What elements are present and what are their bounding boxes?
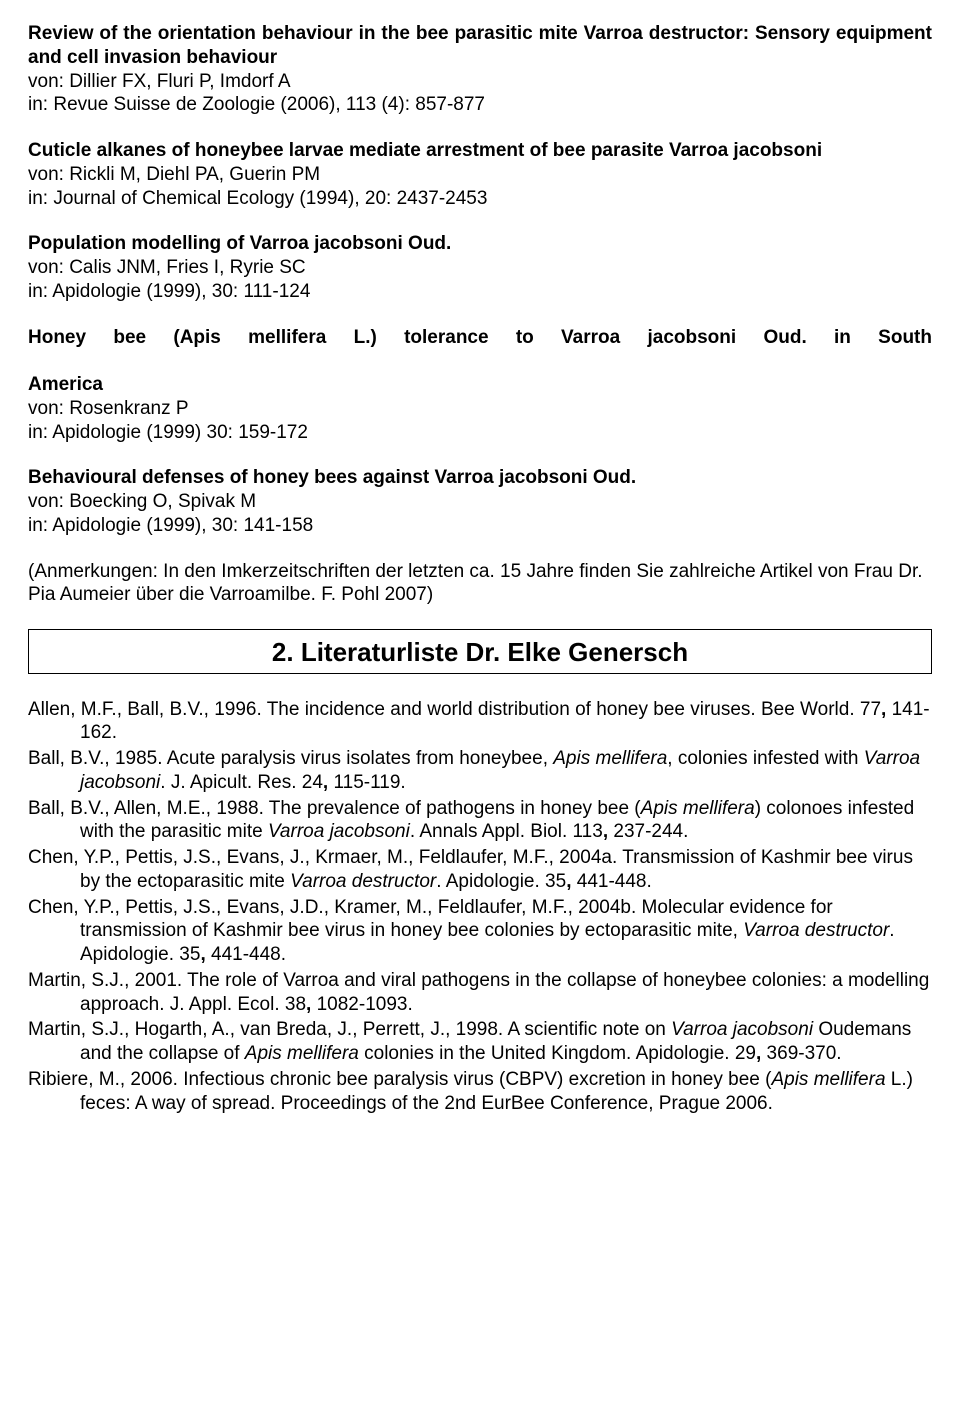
reference-italic: Varroa jacobsoni	[268, 821, 410, 842]
reference-item: Allen, M.F., Ball, B.V., 1996. The incid…	[28, 698, 932, 746]
reference-text: 369-370.	[761, 1043, 841, 1064]
entry-authors: von: Rickli M, Diehl PA, Guerin PM	[28, 163, 932, 187]
reference-text: 441-448.	[571, 871, 651, 892]
reference-item: Ribiere, M., 2006. Infectious chronic be…	[28, 1068, 932, 1116]
entry-source: in: Revue Suisse de Zoologie (2006), 113…	[28, 93, 932, 117]
bibliography-entry: Review of the orientation behaviour in t…	[28, 22, 932, 117]
references-list: Allen, M.F., Ball, B.V., 1996. The incid…	[28, 698, 932, 1116]
reference-italic: Varroa destructor	[290, 871, 436, 892]
entry-title: Cuticle alkanes of honeybee larvae media…	[28, 139, 932, 163]
reference-text: 441-448.	[206, 944, 286, 965]
reference-text: Allen, M.F., Ball, B.V., 1996. The incid…	[28, 699, 881, 720]
entry-title-continued: America	[28, 373, 932, 397]
reference-text: colonies in the United Kingdom. Apidolog…	[359, 1043, 756, 1064]
reference-italic: Varroa destructor	[743, 920, 889, 941]
reference-text: . Annals Appl. Biol. 113	[410, 821, 603, 842]
reference-text: Ball, B.V., Allen, M.E., 1988. The preva…	[28, 798, 641, 819]
section-heading: 2. Literaturliste Dr. Elke Genersch	[39, 636, 921, 669]
reference-italic: Apis mellifera	[771, 1069, 885, 1090]
entry-source: in: Apidologie (1999), 30: 111-124	[28, 280, 932, 304]
entry-title: Review of the orientation behaviour in t…	[28, 22, 932, 70]
reference-item: Martin, S.J., Hogarth, A., van Breda, J.…	[28, 1018, 932, 1066]
reference-italic: Apis mellifera	[245, 1043, 359, 1064]
entry-source: in: Journal of Chemical Ecology (1994), …	[28, 187, 932, 211]
entry-authors: von: Rosenkranz P	[28, 397, 932, 421]
reference-text: 1082-1093.	[311, 994, 412, 1015]
bibliography-entry: Population modelling of Varroa jacobsoni…	[28, 232, 932, 303]
reference-item: Chen, Y.P., Pettis, J.S., Evans, J.D., K…	[28, 896, 932, 967]
bibliography-entry: Cuticle alkanes of honeybee larvae media…	[28, 139, 932, 210]
entry-authors: von: Dillier FX, Fluri P, Imdorf A	[28, 70, 932, 94]
reference-text: . Apidologie. 35	[436, 871, 566, 892]
reference-italic: Apis mellifera	[553, 748, 667, 769]
reference-italic: Apis mellifera	[641, 798, 755, 819]
reference-text: 115-119.	[328, 772, 405, 793]
reference-italic: Varroa jacobsoni	[671, 1019, 813, 1040]
reference-text: Chen, Y.P., Pettis, J.S., Evans, J.D., K…	[28, 897, 833, 942]
bibliography-entry: Behavioural defenses of honey bees again…	[28, 466, 932, 537]
reference-text: Ball, B.V., 1985. Acute paralysis virus …	[28, 748, 553, 769]
reference-text: Ribiere, M., 2006. Infectious chronic be…	[28, 1069, 771, 1090]
reference-item: Ball, B.V., Allen, M.E., 1988. The preva…	[28, 797, 932, 845]
reference-item: Chen, Y.P., Pettis, J.S., Evans, J., Krm…	[28, 846, 932, 894]
reference-item: Ball, B.V., 1985. Acute paralysis virus …	[28, 747, 932, 795]
reference-text: 237-244.	[608, 821, 688, 842]
reference-item: Martin, S.J., 2001. The role of Varroa a…	[28, 969, 932, 1017]
entry-title: Population modelling of Varroa jacobsoni…	[28, 232, 932, 256]
reference-text: Martin, S.J., 2001. The role of Varroa a…	[28, 970, 929, 1015]
entry-authors: von: Boecking O, Spivak M	[28, 490, 932, 514]
entry-source: in: Apidologie (1999), 30: 141-158	[28, 514, 932, 538]
bibliography-entry: Honey bee (Apis mellifera L.) tolerance …	[28, 326, 932, 445]
reference-text: Martin, S.J., Hogarth, A., van Breda, J.…	[28, 1019, 671, 1040]
editor-note: (Anmerkungen: In den Imkerzeitschriften …	[28, 560, 932, 608]
reference-text: . J. Apicult. Res. 24	[160, 772, 323, 793]
entry-title: Honey bee (Apis mellifera L.) tolerance …	[28, 326, 932, 374]
entry-title: Behavioural defenses of honey bees again…	[28, 466, 932, 490]
entry-authors: von: Calis JNM, Fries I, Ryrie SC	[28, 256, 932, 280]
entry-source: in: Apidologie (1999) 30: 159-172	[28, 421, 932, 445]
section-heading-box: 2. Literaturliste Dr. Elke Genersch	[28, 629, 932, 674]
reference-text: , colonies infested with	[667, 748, 863, 769]
